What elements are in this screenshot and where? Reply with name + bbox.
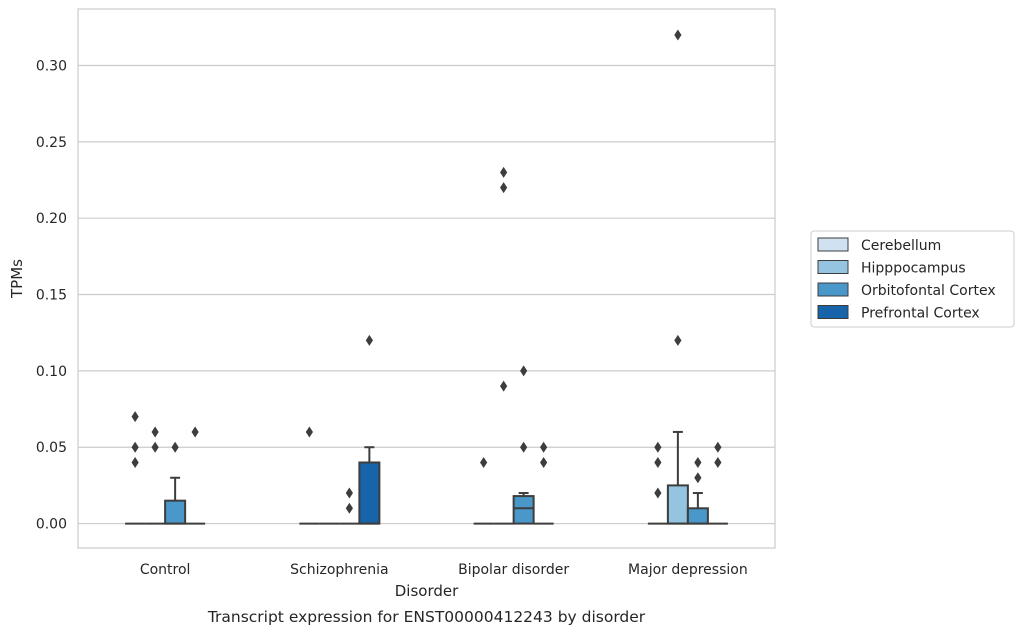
outlier-point <box>131 411 139 423</box>
y-tick-label: 0.25 <box>36 135 67 151</box>
box-prefrontal-cortex <box>358 446 381 525</box>
outlier-point <box>654 456 662 468</box>
y-axis-label: TPMs <box>8 259 26 299</box>
outlier-point <box>540 456 548 468</box>
box-body <box>512 495 535 525</box>
outlier-point <box>305 426 313 438</box>
y-tick-label: 0.15 <box>36 288 67 304</box>
boxes-layer <box>125 430 728 525</box>
plot-frame <box>77 8 776 549</box>
outlier-point <box>480 456 488 468</box>
x-tick-label: Schizophrenia <box>290 562 388 578</box>
outlier-point <box>345 487 353 499</box>
x-tick-label: Bipolar disorder <box>458 562 569 578</box>
outlier-point <box>520 365 528 377</box>
outlier-point <box>131 456 139 468</box>
outlier-point <box>365 334 373 346</box>
box-body <box>358 461 381 525</box>
outlier-point <box>151 426 159 438</box>
outlier-point <box>694 472 702 484</box>
y-tick-label: 0.00 <box>36 517 67 533</box>
legend-entry: Hipppocampus <box>861 261 966 277</box>
box-orbitofontal-cortex <box>164 476 187 525</box>
x-axis-label: Disorder <box>395 582 459 600</box>
y-tick-label: 0.30 <box>36 58 67 74</box>
legend-entry: Orbitofontal Cortex <box>861 283 996 299</box>
y-tick-label: 0.05 <box>36 440 67 456</box>
outlier-point <box>714 456 722 468</box>
box-orbitofontal-cortex <box>512 492 535 525</box>
y-tick-label: 0.10 <box>36 364 67 380</box>
outlier-point <box>674 334 682 346</box>
legend-swatch <box>817 305 849 319</box>
y-tick-label: 0.20 <box>36 211 67 227</box>
legend-swatch <box>817 282 849 297</box>
outlier-point <box>694 456 702 468</box>
legend-entry: Cerebellum <box>861 238 941 254</box>
outlier-point <box>654 487 662 499</box>
outlier-point <box>520 441 528 453</box>
outlier-point <box>345 502 353 514</box>
legend-entry: Prefrontal Cortex <box>861 306 980 322</box>
figure-caption: Transcript expression for ENST0000041224… <box>207 608 646 626</box>
x-tick-label: Control <box>140 562 191 578</box>
legend: Cerebellum Hipppocampus Orbitofontal Corte… <box>810 230 1015 328</box>
box-body <box>164 499 187 525</box>
outlier-point <box>151 441 159 453</box>
outlier-point <box>540 441 548 453</box>
box-body <box>686 507 709 525</box>
y-axis-ticks: 0.00 0.05 0.10 0.15 0.20 0.25 0.30 <box>36 58 67 532</box>
box-body <box>666 484 689 525</box>
x-axis-ticks: Control Schizophrenia Bipolar disorder Majo… <box>140 562 748 578</box>
outlier-point <box>171 441 179 453</box>
legend-swatch <box>817 260 849 274</box>
outlier-point <box>500 380 508 392</box>
grid-layer <box>78 64 775 525</box>
legend-frame <box>810 230 1015 328</box>
outliers-layer <box>131 29 722 514</box>
outlier-point <box>191 426 199 438</box>
box-orbitofontal-cortex <box>686 492 709 525</box>
outlier-point <box>131 441 139 453</box>
outlier-point <box>674 29 682 41</box>
x-tick-label: Major depression <box>628 562 748 578</box>
outlier-point <box>500 182 508 194</box>
legend-swatch <box>817 237 849 252</box>
outlier-point <box>654 441 662 453</box>
outlier-point <box>714 441 722 453</box>
outlier-point <box>500 166 508 178</box>
box-hipppocampus <box>666 430 689 525</box>
